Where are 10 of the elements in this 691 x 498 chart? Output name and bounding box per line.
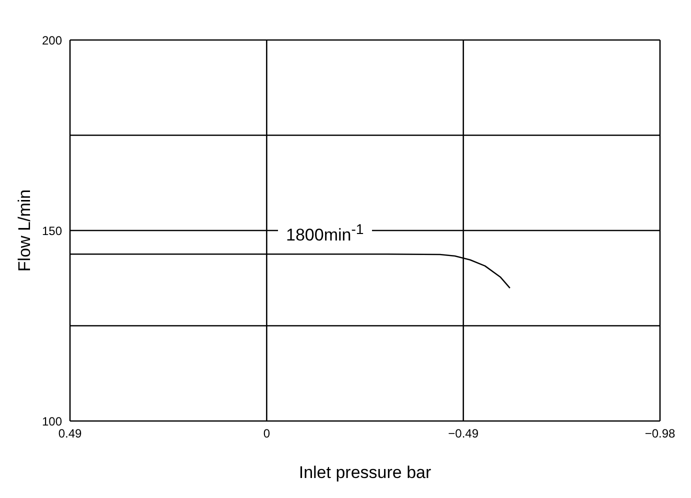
y-tick-label: 100: [42, 414, 62, 428]
x-axis-title: Inlet pressure bar: [298, 463, 432, 482]
annotation: 1800min$^{-1}$: [278, 218, 372, 248]
x-tick-label: 0.49: [58, 426, 82, 441]
y-axis-title: Flow L/min: [15, 189, 34, 272]
x-tick-label: −0.98: [644, 426, 676, 441]
x-tick-label: −0.49: [448, 426, 479, 441]
y-tick-label: 150: [42, 224, 62, 238]
y-tick-label: 200: [42, 33, 62, 48]
x-tick-label: 0: [263, 426, 270, 441]
